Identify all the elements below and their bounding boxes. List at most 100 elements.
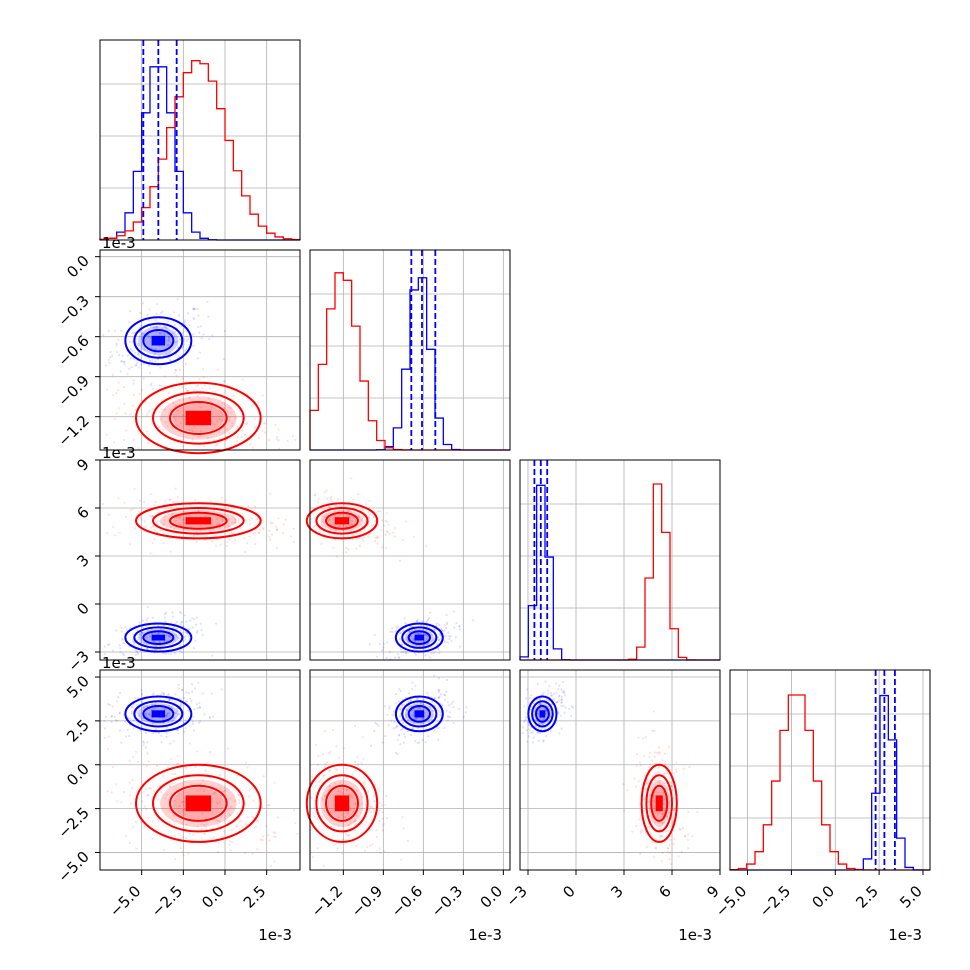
- scatter-point: [168, 785, 171, 788]
- scatter-point: [215, 819, 218, 822]
- scatter-point: [138, 714, 141, 718]
- scatter-point: [275, 528, 279, 531]
- scatter-point: [257, 531, 260, 534]
- scatter-point: [325, 513, 328, 516]
- scatter-point: [450, 702, 453, 705]
- scatter-point: [444, 641, 447, 644]
- scatter-point: [221, 807, 224, 810]
- scatter-point: [123, 363, 127, 366]
- scatter-point: [227, 518, 230, 521]
- scatter-point: [151, 408, 154, 411]
- scatter-point: [216, 420, 219, 423]
- offset-label: 1e-3: [258, 926, 292, 944]
- scatter-point: [347, 548, 350, 551]
- scatter-point: [270, 533, 274, 536]
- y-tick-label: −0.9: [54, 372, 92, 410]
- scatter-point: [111, 354, 114, 357]
- scatter-point: [209, 776, 212, 780]
- contour-line: [394, 622, 444, 653]
- scatter-point: [660, 813, 664, 816]
- scatter-point: [197, 721, 200, 724]
- scatter-point: [145, 807, 148, 811]
- scatter-point: [275, 438, 279, 441]
- scatter-point: [211, 654, 214, 657]
- scatter-point: [151, 387, 154, 390]
- scatter-point: [111, 765, 115, 769]
- scatter-point: [522, 726, 525, 729]
- scatter-point: [201, 692, 204, 695]
- scatter-point: [395, 725, 399, 728]
- scatter-point: [333, 843, 336, 846]
- scatter-point: [345, 546, 348, 549]
- scatter-point: [196, 630, 199, 633]
- scatter-point: [165, 714, 168, 717]
- scatter-point: [248, 535, 251, 538]
- scatter-point: [350, 519, 353, 523]
- scatter-point: [352, 820, 355, 823]
- scatter-point: [109, 356, 112, 359]
- scatter-point: [525, 697, 528, 700]
- scatter-point: [437, 623, 441, 627]
- scatter-point: [105, 364, 108, 367]
- scatter-point: [294, 438, 297, 441]
- scatter-point: [261, 839, 264, 842]
- scatter-point: [144, 712, 148, 715]
- scatter-point: [219, 544, 222, 547]
- scatter-point: [192, 729, 196, 732]
- scatter-point: [168, 698, 171, 701]
- scatter-point: [193, 307, 196, 310]
- scatter-point: [247, 795, 250, 798]
- scatter-point: [132, 358, 135, 361]
- scatter-point: [389, 651, 392, 654]
- scatter-point: [314, 743, 318, 746]
- scatter-point: [398, 688, 401, 691]
- scatter-point: [118, 729, 122, 732]
- scatter-point: [646, 778, 649, 781]
- scatter-point: [192, 308, 195, 311]
- scatter-point: [320, 796, 323, 799]
- scatter-point: [159, 521, 162, 524]
- scatter-point: [194, 639, 197, 642]
- scatter-point: [218, 820, 221, 824]
- density-peak: [539, 710, 546, 718]
- scatter-point: [384, 803, 387, 807]
- scatter-point: [393, 535, 397, 538]
- scatter-point: [223, 329, 227, 333]
- scatter-point: [175, 516, 179, 519]
- scatter-point: [437, 639, 441, 642]
- scatter-point: [192, 316, 195, 319]
- scatter-point: [138, 621, 141, 624]
- scatter-point: [404, 651, 408, 655]
- scatter-point: [375, 835, 379, 839]
- scatter-point: [350, 522, 353, 526]
- scatter-point: [169, 783, 172, 786]
- scatter-point: [184, 635, 187, 638]
- scatter-point: [192, 534, 196, 538]
- scatter-point: [165, 732, 168, 735]
- scatter-point: [366, 790, 370, 793]
- scatter-point: [123, 361, 126, 364]
- scatter-point: [160, 332, 163, 335]
- scatter-point: [183, 808, 186, 811]
- scatter-point: [134, 696, 137, 700]
- scatter-point: [147, 411, 150, 414]
- scatter-point: [428, 720, 431, 723]
- contour-line: [325, 784, 359, 822]
- scatter-point: [363, 536, 366, 539]
- scatter-point: [115, 342, 118, 345]
- scatter-point: [443, 726, 446, 730]
- scatter-point: [325, 489, 328, 492]
- scatter-point: [323, 730, 327, 733]
- scatter-point: [351, 533, 354, 537]
- scatter-point: [104, 652, 107, 656]
- scatter-point: [130, 365, 133, 369]
- scatter-point: [536, 683, 539, 686]
- scatter-point: [111, 705, 114, 708]
- scatter-point: [185, 335, 188, 338]
- scatter-point: [206, 300, 209, 303]
- scatter-point: [154, 325, 157, 328]
- scatter-point: [666, 765, 670, 768]
- scatter-point: [560, 688, 563, 691]
- scatter-point: [147, 760, 150, 763]
- scatter-point: [134, 750, 138, 753]
